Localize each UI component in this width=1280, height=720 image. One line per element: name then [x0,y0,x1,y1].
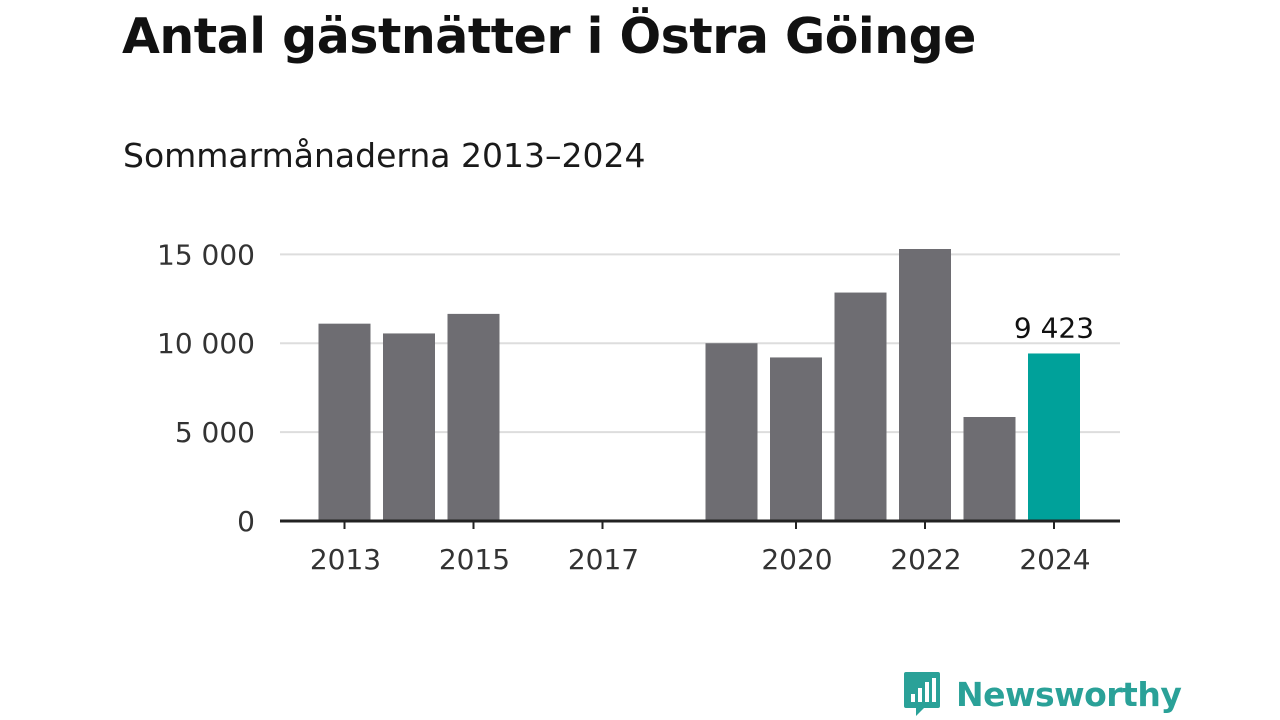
bar [318,323,371,521]
y-tick-label: 15 000 [157,238,255,271]
x-tick-label: 2022 [890,543,961,576]
logo-text: Newsworthy [956,674,1182,714]
chart-title: Antal gästnätter i Östra Göinge [122,8,976,65]
bar [899,249,951,521]
bar [447,313,500,521]
data-label: 9 423 [1014,311,1094,344]
y-tick-label: 10 000 [157,327,255,360]
bar [1028,353,1080,521]
bar [383,333,435,521]
bar-chart-speech-bubble-icon [904,672,940,716]
bar [770,357,822,521]
y-tick-label: 5 000 [175,416,255,449]
x-tick-label: 2024 [1019,543,1090,576]
x-tick-label: 2020 [761,543,832,576]
chart-subtitle: Sommarmånaderna 2013–2024 [123,136,646,175]
bar [963,417,1016,521]
x-tick-label: 2015 [439,543,510,576]
bar [705,343,758,521]
y-tick-label: 0 [237,505,255,538]
bar-chart: 0 5 000 10 000 15 000 2013 2015 2017 2020 2022 20… [157,238,1120,576]
x-tick-label: 2017 [568,543,639,576]
x-tick-label: 2013 [310,543,381,576]
newsworthy-logo: Newsworthy [902,670,1182,718]
bar [834,292,887,521]
